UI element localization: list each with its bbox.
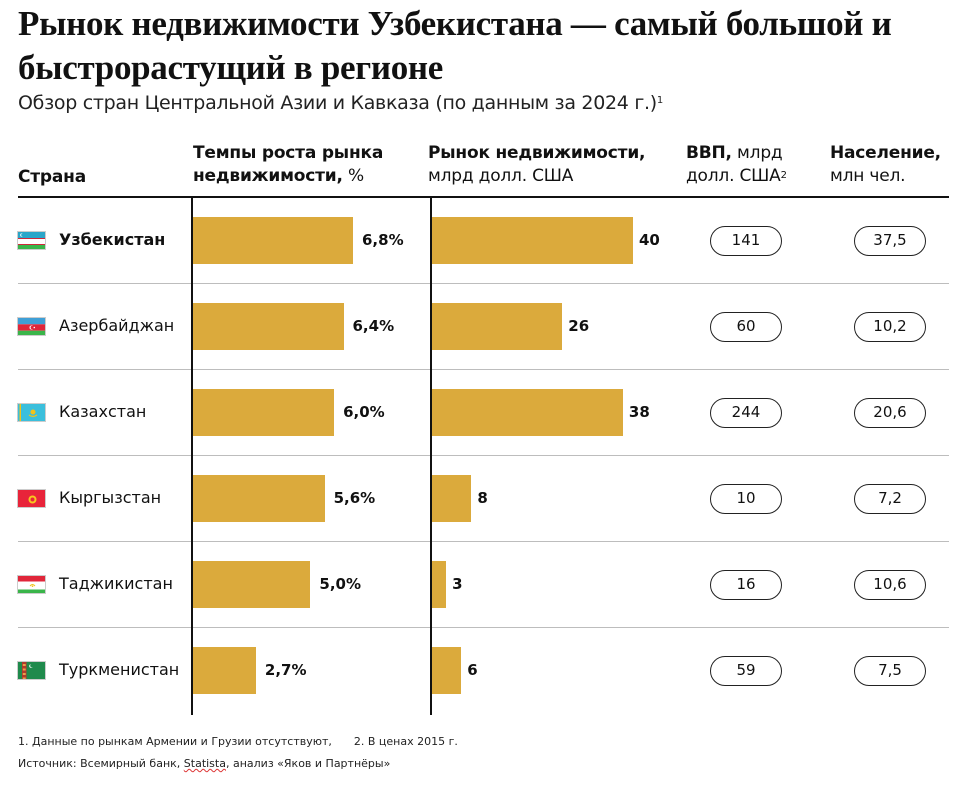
row-separator [18,541,949,542]
growth-bar [192,475,325,522]
table-row: Казахстан 6,0% 38 244 20,6 [0,370,979,456]
subtitle-footnote-mark: 1 [656,95,663,106]
country-name: Казахстан [59,402,147,421]
market-label: 6 [467,661,478,679]
country-name: Туркменистан [59,660,180,679]
population-value: 7,2 [854,484,926,514]
row-separator [18,455,949,456]
gdp-value: 244 [710,398,782,428]
row-separator [18,283,949,284]
country-name: Узбекистан [59,230,166,249]
market-label: 26 [568,317,590,335]
population-value: 10,2 [854,312,926,342]
kazakhstan-flag-icon [17,403,46,422]
footnote-2: 2. В ценах 2015 г. [353,735,458,748]
market-label: 8 [477,489,488,507]
growth-bar [192,647,256,694]
row-separator [18,627,949,628]
growth-bar [192,303,344,350]
population-value: 37,5 [854,226,926,256]
market-bar [431,647,462,694]
growth-bar [192,561,311,608]
growth-label: 5,0% [319,575,361,593]
table-row: Таджикистан 5,0% 3 16 10,6 [0,542,979,628]
population-value: 7,5 [854,656,926,686]
market-axis-line [430,198,432,715]
market-label: 38 [628,403,650,421]
azerbaijan-flag-icon [17,317,46,336]
header-rule [18,196,949,198]
source-statista: Statista [183,757,226,770]
table-row: Туркменистан 2,7% 6 59 7,5 [0,628,979,714]
turkmenistan-flag-icon [17,661,46,680]
population-value: 20,6 [854,398,926,428]
growth-label: 6,0% [343,403,385,421]
growth-axis-line [191,198,193,715]
market-bar [431,217,633,264]
country-name: Азербайджан [59,316,175,335]
growth-label: 5,6% [333,489,376,507]
growth-bar [192,217,353,264]
tajikistan-flag-icon [17,575,46,594]
header-growth: Темпы роста рынка недвижимости, % [193,143,384,186]
gdp-value: 10 [710,484,782,514]
market-bar [431,475,472,522]
growth-label: 6,4% [352,317,395,335]
country-name: Кыргызстан [59,488,162,507]
table-row: Кыргызстан 5,6% 8 10 7,2 [0,456,979,542]
table-row: Узбекистан 6,8% 40 141 37,5 [0,198,979,284]
gdp-value: 59 [710,656,782,686]
market-label: 3 [452,575,463,593]
kyrgyzstan-flag-icon [17,489,46,508]
market-bar [431,389,623,436]
gdp-value: 141 [710,226,782,256]
table-row: Азербайджан 6,4% 26 60 10,2 [0,284,979,370]
chart-subtitle: Обзор стран Центральной Азии и Кавказа (… [18,90,663,116]
market-bar [431,303,563,350]
population-value: 10,6 [854,570,926,600]
country-name: Таджикистан [59,574,173,593]
market-bar [431,561,447,608]
gdp-value: 16 [710,570,782,600]
source-note: Источник: Всемирный банк, Statista, анал… [18,757,391,770]
header-market: Рынок недвижимости, млрд долл. США [428,143,646,186]
growth-bar [192,389,335,436]
market-label: 40 [639,231,660,249]
footnotes: 1. Данные по рынкам Армении и Грузии отс… [18,734,458,750]
growth-label: 2,7% [264,661,307,679]
header-population: Население, млн чел. [830,143,941,186]
growth-label: 6,8% [362,231,404,249]
gdp-value: 60 [710,312,782,342]
header-country: Страна [18,167,86,187]
footnote-1: 1. Данные по рынкам Армении и Грузии отс… [18,735,332,748]
chart-title: Рынок недвижимости Узбекистана — самый б… [18,4,892,87]
header-gdp: ВВП, млрд долл. США2 [686,143,787,186]
subtitle-text: Обзор стран Центральной Азии и Кавказа (… [18,92,657,114]
row-separator [18,369,949,370]
uzbekistan-flag-icon [17,231,46,250]
